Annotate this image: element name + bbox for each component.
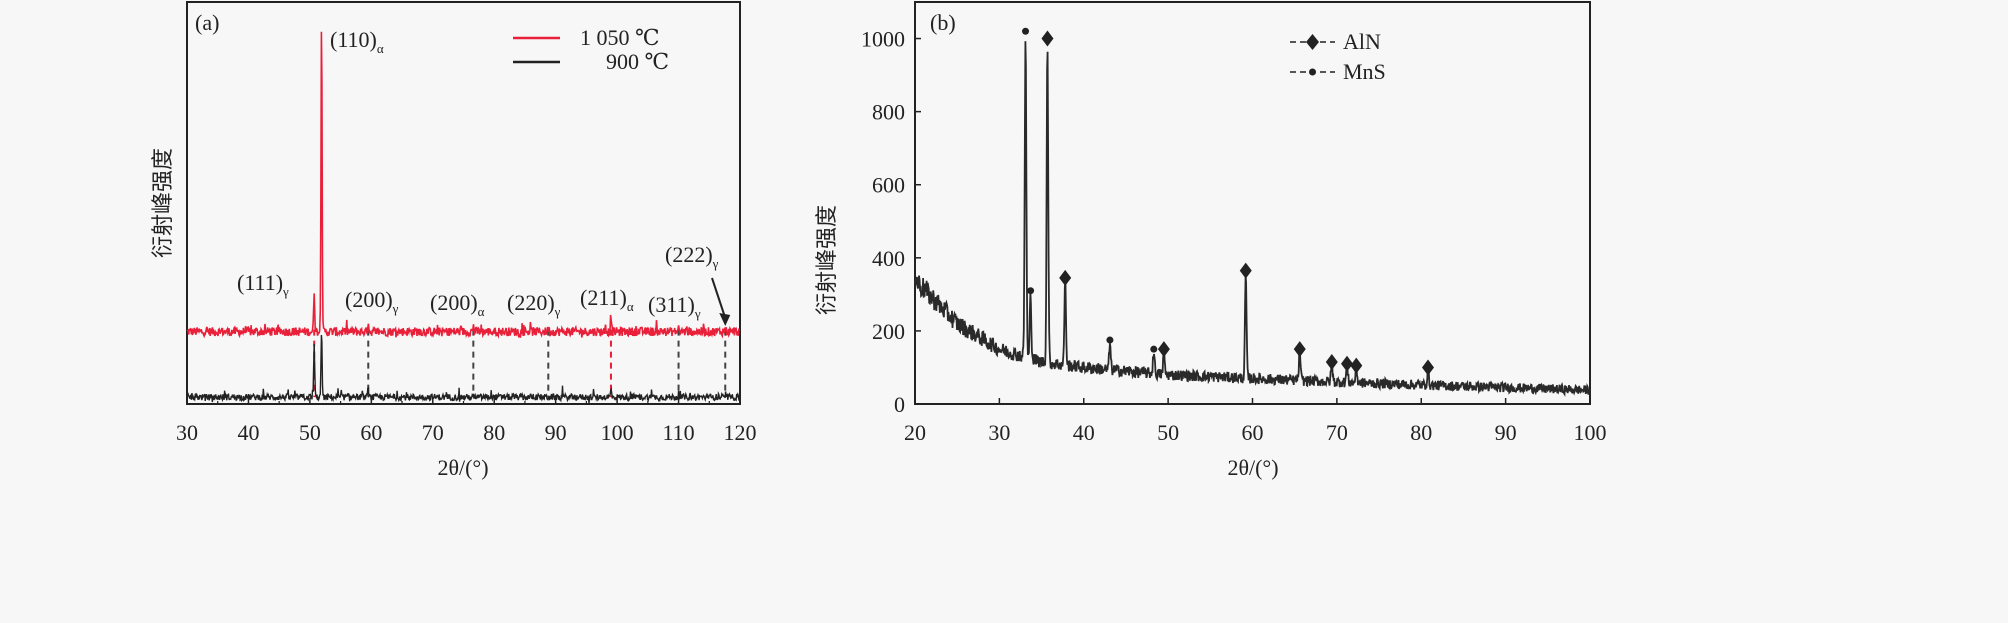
- panel-a: (a) 2θ/(°) 衍射峰强度 1 050 ℃ 900 ℃: [150, 10, 669, 480]
- y-tick-label: 0: [894, 392, 905, 417]
- x-tick-label: 120: [724, 420, 757, 445]
- peak-label-miller: (110): [330, 27, 377, 52]
- x-tick-label: 90: [1495, 420, 1517, 445]
- panel-b: (b) 2θ/(°) 衍射峰强度 AlN MnS: [814, 10, 1386, 480]
- y-tick-label: 600: [872, 173, 905, 198]
- y-tick-label: 1000: [861, 27, 905, 52]
- aln-marker: [1293, 341, 1306, 358]
- panel-a-legend: 1 050 ℃ 900 ℃: [513, 25, 669, 74]
- aln-marker: [1422, 359, 1434, 376]
- panel-b-label: (b): [930, 10, 956, 35]
- aln-marker: [1350, 357, 1363, 374]
- peak-label: (110)α: [330, 27, 384, 56]
- aln-marker: [1157, 341, 1170, 358]
- peak-label: (311)γ: [648, 292, 701, 321]
- peak-label-phase: γ: [712, 256, 719, 271]
- peak-label-phase: α: [478, 304, 485, 319]
- mns-marker: [1022, 27, 1030, 35]
- x-tick-label: 70: [1326, 420, 1348, 445]
- x-tick-label: 110: [662, 420, 694, 445]
- mns-marker: [1106, 336, 1114, 344]
- aln-marker: [1239, 262, 1252, 279]
- x-tick-label: 40: [1073, 420, 1095, 445]
- panel-a-xlabel: 2θ/(°): [437, 455, 488, 480]
- series-xrd-pattern: [914, 41, 1591, 397]
- panel-a-label: (a): [195, 10, 219, 35]
- peak-label: (200)γ: [345, 287, 399, 316]
- peak-label-phase: γ: [392, 301, 399, 316]
- x-tick-label: 60: [360, 420, 382, 445]
- peak-label: (200)α: [430, 290, 485, 319]
- peak-label-phase: γ: [282, 284, 289, 299]
- x-tick-label: 70: [422, 420, 444, 445]
- legend-marker-mns: [1309, 68, 1316, 76]
- peak-label: (211)α: [580, 285, 634, 314]
- x-tick-label: 20: [904, 420, 926, 445]
- x-tick-label: 100: [1574, 420, 1607, 445]
- arrow-head-222: [719, 313, 731, 326]
- peak-label-phase: α: [377, 41, 384, 56]
- x-tick-label: 100: [601, 420, 634, 445]
- peak-label: (222)γ: [665, 242, 719, 271]
- legend-label-aln: AlN: [1343, 29, 1381, 54]
- peak-label-miller: (111): [237, 270, 283, 295]
- peak-label-miller: (211): [580, 285, 627, 310]
- arrow-222: [711, 277, 727, 319]
- peak-label: (220)γ: [507, 290, 561, 319]
- panel-b-xlabel: 2θ/(°): [1227, 455, 1278, 480]
- y-tick-label: 200: [872, 319, 905, 344]
- mns-marker: [1027, 287, 1035, 295]
- peak-label-miller: (200): [345, 287, 393, 312]
- peak-label: (111)γ: [237, 270, 289, 299]
- aln-marker: [1325, 353, 1338, 370]
- legend-label-mns: MnS: [1343, 59, 1386, 84]
- x-tick-label: 90: [545, 420, 567, 445]
- x-tick-label: 30: [176, 420, 198, 445]
- chart-marks: 30 40 50 60 70 80 90 100 110 120(110)α(111)γ (200)…: [176, 1, 1607, 445]
- legend-label-900: 900 ℃: [606, 49, 669, 74]
- peak-label-phase: γ: [554, 304, 561, 319]
- panel-a-ylabel: 衍射峰强度: [150, 148, 175, 258]
- x-tick-label: 60: [1242, 420, 1264, 445]
- peak-label-phase: α: [627, 299, 634, 314]
- peak-label-miller: (220): [507, 290, 555, 315]
- aln-marker: [1059, 269, 1072, 286]
- peak-label-miller: (222): [665, 242, 713, 267]
- series-900C: [186, 334, 740, 404]
- aln-marker: [1041, 30, 1054, 47]
- y-tick-label: 800: [872, 100, 905, 125]
- x-tick-label: 50: [1157, 420, 1179, 445]
- x-tick-label: 40: [237, 420, 259, 445]
- x-tick-label: 30: [988, 420, 1010, 445]
- x-tick-label: 80: [483, 420, 505, 445]
- peak-label-miller: (311): [648, 292, 695, 317]
- peak-label-miller: (200): [430, 290, 478, 315]
- x-tick-label: 80: [1410, 420, 1432, 445]
- mns-marker: [1150, 345, 1158, 353]
- series-1050C: [186, 31, 741, 339]
- x-tick-label: 50: [299, 420, 321, 445]
- legend-label-1050: 1 050 ℃: [580, 25, 660, 50]
- y-tick-label: 400: [872, 246, 905, 271]
- panel-b-frame: [914, 1, 1591, 405]
- legend-marker-aln: [1306, 34, 1319, 50]
- panel-b-ylabel: 衍射峰强度: [814, 205, 839, 315]
- peak-label-phase: γ: [694, 306, 701, 321]
- panel-b-legend: AlN MnS: [1290, 29, 1386, 84]
- aln-marker: [1341, 355, 1353, 372]
